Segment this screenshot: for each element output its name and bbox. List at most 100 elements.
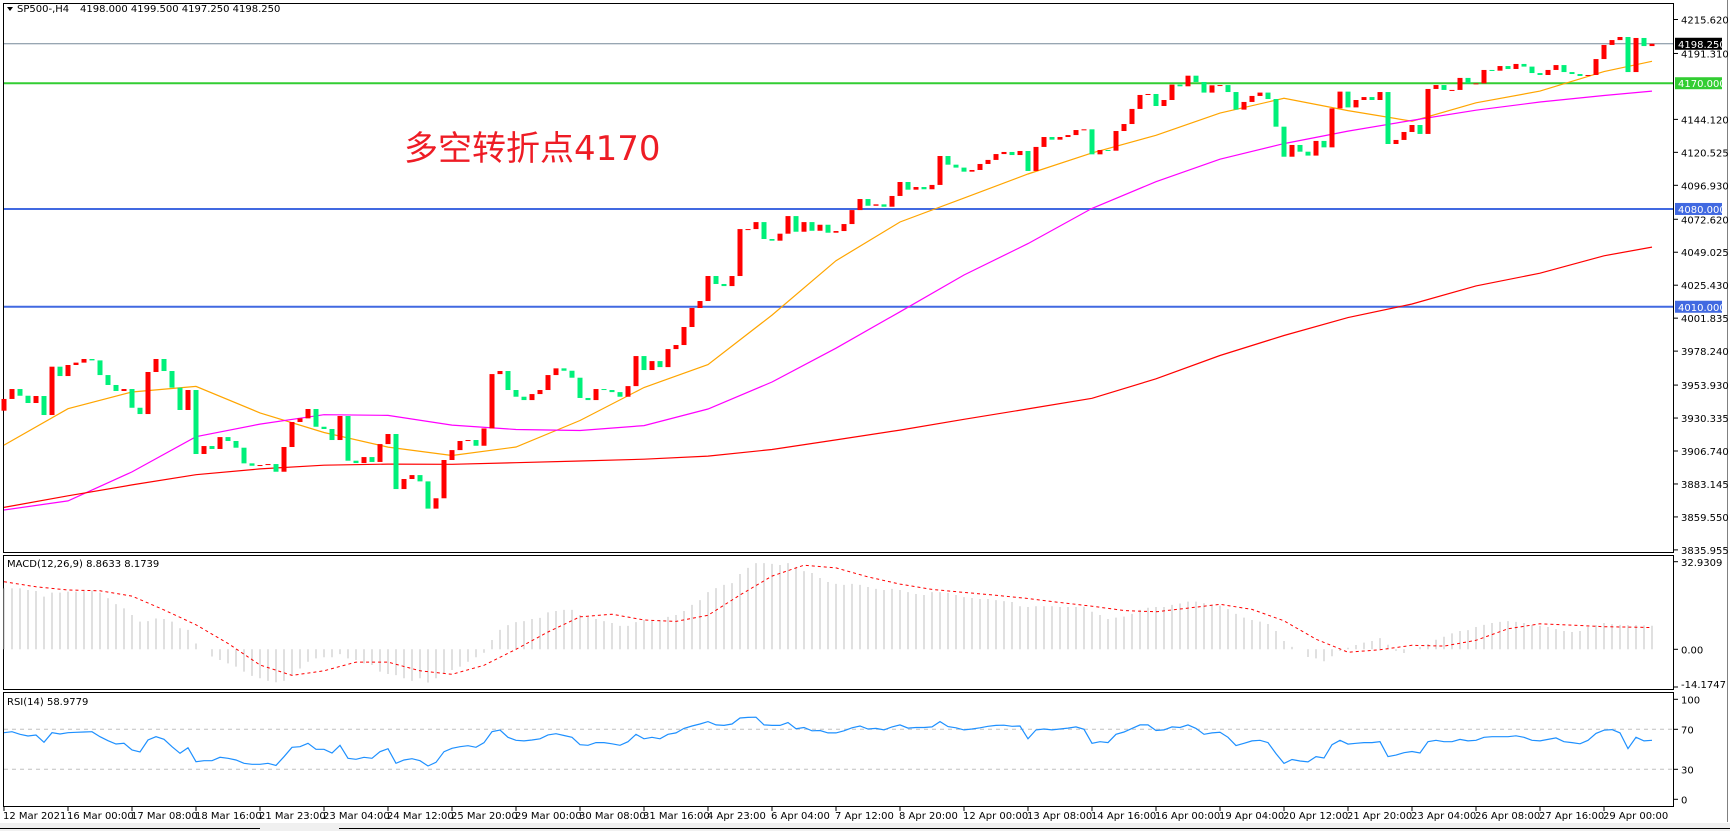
candle-down <box>193 390 199 454</box>
candle-up <box>681 327 687 346</box>
candle-up <box>753 222 759 230</box>
time-axis-label: 14 Apr 16:00 <box>1091 811 1156 822</box>
candle-down <box>241 447 247 464</box>
candle-down <box>577 377 583 398</box>
candle-up <box>409 475 415 480</box>
price-tag-label: 4170.000 <box>1678 79 1726 90</box>
candle-down <box>513 390 519 397</box>
price-tag-bid[interactable] <box>1675 37 1722 50</box>
candle-up <box>73 362 79 366</box>
candle-down <box>417 475 423 482</box>
candle-down <box>1177 84 1183 87</box>
candle-down <box>313 409 319 427</box>
annotation-text[interactable]: 多空转折点4170 <box>404 129 661 169</box>
candle-up <box>377 444 383 462</box>
candle-down <box>57 366 63 377</box>
candle-down <box>1369 97 1375 100</box>
candle-down <box>1305 151 1311 156</box>
candle-up <box>873 204 879 206</box>
candle-down <box>169 371 175 388</box>
candle-down <box>209 446 215 449</box>
candle-up <box>1601 44 1607 60</box>
candle-down <box>1025 150 1031 171</box>
main-price-panel[interactable] <box>3 3 1674 553</box>
candle-up <box>897 181 903 196</box>
price-axis-label: 4001.835 <box>1681 314 1729 325</box>
time-axis-label: 16 Apr 00:00 <box>1155 811 1220 822</box>
candle-up <box>817 224 823 231</box>
candle-down <box>1465 77 1471 84</box>
candle-up <box>289 422 295 448</box>
rsi-panel[interactable] <box>3 692 1674 807</box>
candle-up <box>361 457 367 464</box>
candle-down <box>425 481 431 509</box>
candle-up <box>985 159 991 164</box>
candle-up <box>1329 108 1335 148</box>
candle-down <box>1233 92 1239 110</box>
candle-down <box>177 387 183 410</box>
candle-up <box>297 418 303 423</box>
price-axis-label: 4144.120 <box>1681 115 1729 126</box>
rsi-axis-label: 70 <box>1681 725 1694 736</box>
candle-up <box>1361 97 1367 100</box>
time-axis-label: 23 Apr 04:00 <box>1411 811 1476 822</box>
candle-up <box>1617 36 1623 41</box>
price-axis-label: 4191.310 <box>1681 49 1729 60</box>
time-axis-label: 6 Apr 04:00 <box>771 811 830 822</box>
candle-up <box>33 396 39 404</box>
candle-down <box>225 437 231 442</box>
candle-down <box>1489 69 1495 71</box>
price-tag-blue[interactable] <box>1675 202 1722 215</box>
triangle-down-icon[interactable] <box>7 7 13 11</box>
candle-down <box>569 370 575 378</box>
macd-signal-line <box>3 564 1653 676</box>
candle-up <box>785 216 791 234</box>
price-axis-label: 4049.025 <box>1681 248 1729 259</box>
candle-down <box>1625 36 1631 73</box>
candle-up <box>1257 92 1263 96</box>
candle-up <box>1497 66 1503 71</box>
time-axis-label: 24 Mar 12:00 <box>387 811 454 822</box>
candle-up <box>465 440 471 442</box>
time-axis-label: 19 Apr 04:00 <box>1219 811 1284 822</box>
time-axis-label: 30 Mar 08:00 <box>579 811 646 822</box>
candle-down <box>1193 75 1199 82</box>
candle-up <box>281 447 287 472</box>
candle-up <box>1377 92 1383 100</box>
candle-up <box>1545 69 1551 75</box>
price-tag-blue[interactable] <box>1675 300 1722 313</box>
candle-down <box>97 360 103 376</box>
time-axis-label: 31 Mar 16:00 <box>643 811 710 822</box>
candle-up <box>1609 40 1615 45</box>
candle-up <box>489 374 495 429</box>
candle-up <box>1593 59 1599 75</box>
candle-up <box>1393 139 1399 145</box>
macd-axis-label: 0.00 <box>1681 645 1703 656</box>
candle-down <box>17 389 23 396</box>
candle-up <box>841 224 847 232</box>
price-tag-green[interactable] <box>1675 77 1722 90</box>
candle-up <box>1185 75 1191 87</box>
candle-up <box>1169 84 1175 100</box>
candle-up <box>1001 151 1007 155</box>
macd-axis-label: 32.9309 <box>1681 558 1722 569</box>
candle-up <box>1649 43 1655 47</box>
candle-down <box>137 407 143 415</box>
candle-up <box>433 498 439 509</box>
macd-axis-label: -14.1747 <box>1681 680 1726 691</box>
candle-down <box>393 434 399 490</box>
candle-up <box>625 386 631 397</box>
candle-down <box>1641 37 1647 47</box>
time-axis-label: 21 Apr 20:00 <box>1347 811 1412 822</box>
candle-up <box>1313 140 1319 156</box>
price-tags: 4198.250 4170.000 4080.000 4010.000 <box>1675 37 1726 314</box>
candle-up <box>665 349 671 368</box>
time-axis-label: 16 Mar 00:00 <box>67 811 134 822</box>
candle-down <box>945 156 951 165</box>
candle-down <box>865 199 871 206</box>
candle-up <box>1057 137 1063 140</box>
price-axis-label: 4215.620 <box>1681 16 1729 27</box>
candle-down <box>1505 66 1511 69</box>
candle-up <box>121 389 127 391</box>
